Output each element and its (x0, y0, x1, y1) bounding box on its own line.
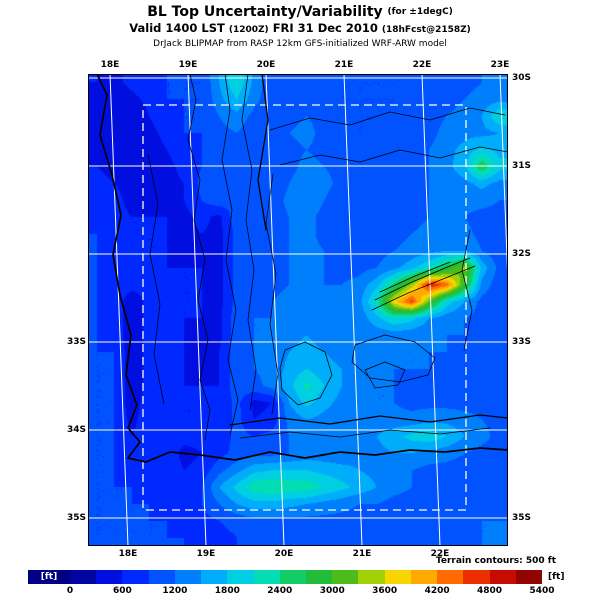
terrain-contour-line (371, 265, 476, 311)
colorbar-segment (384, 570, 411, 584)
uncertainty-field-canvas (88, 74, 508, 546)
colorbar-tick-label: 2400 (267, 586, 293, 596)
colorbar-segment (410, 570, 438, 584)
lon-label-top: 23E (490, 60, 510, 70)
lon-label-bottom: 21E (352, 549, 372, 559)
lon-label-bottom: 19E (196, 549, 216, 559)
map-overlay-svg (88, 74, 508, 546)
valid-prefix: Valid 1400 LST (129, 21, 225, 35)
colorbar-tick-label: 5400 (529, 586, 555, 596)
longitude-gridline (499, 74, 508, 297)
map-border (88, 74, 508, 546)
lon-label-top: 22E (412, 60, 432, 70)
terrain-contour-line (269, 107, 506, 131)
terrain-contour-note: Terrain contours: 500 ft (435, 556, 556, 566)
colorbar-tick-label: 1800 (214, 586, 240, 596)
terrain-contour-bold-line (229, 414, 508, 426)
lon-label-bottom: 22E (430, 549, 450, 559)
colorbar-segment (332, 570, 359, 584)
colorbar-tick-label: 4200 (424, 586, 450, 596)
forecast-note: (18hFcst@2158Z) (381, 25, 471, 35)
colorbar-tick-label: 1200 (162, 586, 188, 596)
colorbar-segment (305, 570, 333, 584)
terrain-contour-line (374, 257, 471, 301)
valid-date: FRI 31 Dec 2010 (272, 21, 378, 35)
colorbar-tick-label: 3000 (319, 586, 345, 596)
lon-label-bottom: 20E (274, 549, 294, 559)
terrain-contour-line (279, 341, 333, 406)
terrain-contour-line (279, 146, 508, 166)
colorbar-unit-right: [ft] (548, 572, 565, 582)
colorbar-segment (96, 570, 123, 584)
colorbar-tick-label: 600 (113, 586, 132, 596)
terrain-contour-line (221, 74, 239, 436)
model-credit: DrJack BLIPMAP from RASP 12km GFS-initia… (153, 39, 447, 49)
colorbar-segment (70, 570, 97, 584)
longitude-gridline (187, 74, 207, 546)
colorbar-tick-label: 0 (66, 586, 74, 596)
coastline (96, 74, 508, 463)
colorbar (70, 570, 542, 584)
title-block: BL Top Uncertainty/Variability (for ±1de… (0, 4, 600, 50)
terrain-contour-line (461, 229, 473, 351)
colorbar-segment (253, 570, 280, 584)
valid-time-line: Valid 1400 LST (1200Z) FRI 31 Dec 2010 (… (0, 21, 600, 38)
terrain-contour-bold-line (257, 74, 269, 231)
lat-label-right: 30S (512, 73, 532, 83)
colorbar-segment (515, 570, 542, 584)
colorbar-segment (227, 570, 254, 584)
lat-label-right: 32S (512, 249, 532, 259)
lat-label-left: 33S (66, 337, 86, 347)
colorbar-tick-label: 3600 (372, 586, 398, 596)
inner-nest-boundary (142, 104, 467, 511)
colorbar-segment (279, 570, 306, 584)
longitude-gridline (265, 74, 285, 546)
terrain-contour-line (351, 334, 436, 383)
lon-label-top: 18E (100, 60, 120, 70)
colorbar-segment (463, 570, 490, 584)
colorbar-segment (148, 570, 175, 584)
colorbar-segment (174, 570, 202, 584)
title-note: (for ±1degC) (387, 7, 453, 17)
terrain-contour-line (379, 261, 451, 293)
colorbar-tick-label: 4800 (477, 586, 503, 596)
lon-label-bottom: 18E (118, 549, 138, 559)
lat-label-right: 35S (512, 513, 532, 523)
longitude-gridline (343, 74, 363, 546)
map-panel (88, 74, 508, 546)
terrain-contour-line (364, 361, 406, 389)
longitude-gridline (109, 74, 129, 546)
page-title: BL Top Uncertainty/Variability (147, 4, 383, 20)
lat-label-left: 34S (66, 425, 86, 435)
colorbar-segment (122, 570, 149, 584)
longitude-gridline (421, 74, 441, 546)
colorbar-segment (201, 570, 228, 584)
terrain-contour-line (241, 74, 257, 411)
colorbar-segment (437, 570, 464, 584)
terrain-contour-line (147, 153, 165, 405)
page-title-line: BL Top Uncertainty/Variability (for ±1de… (0, 4, 600, 21)
terrain-contour-line (265, 173, 279, 415)
lat-label-right: 31S (512, 161, 532, 171)
valid-zulu: (1200Z) (228, 25, 269, 35)
lat-label-left: 35S (66, 513, 86, 523)
lat-label-right: 33S (512, 337, 532, 347)
lon-label-top: 19E (178, 60, 198, 70)
terrain-contour-line (187, 74, 211, 441)
terrain-contour-line (239, 427, 491, 439)
colorbar-unit-left: [ft] (28, 570, 70, 584)
lon-label-top: 21E (334, 60, 354, 70)
colorbar-segment (358, 570, 385, 584)
colorbar-segment (489, 570, 516, 584)
lon-label-top: 20E (256, 60, 276, 70)
